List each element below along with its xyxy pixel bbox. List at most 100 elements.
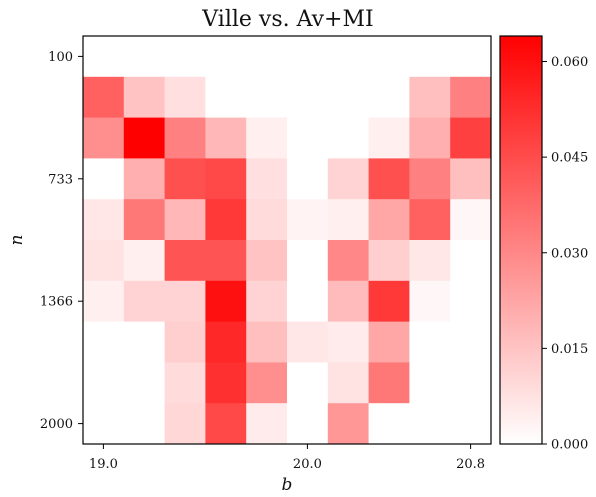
heatmap-cell — [164, 321, 206, 363]
heatmap-cell — [246, 76, 288, 119]
heatmap-cell — [450, 76, 492, 119]
heatmap-cell — [450, 240, 492, 282]
heatmap-cell — [409, 36, 451, 78]
y-tick-label: 2000 — [40, 417, 73, 432]
heatmap-cell — [205, 117, 247, 159]
heatmap-cell — [164, 280, 206, 323]
heatmap-cell — [409, 240, 451, 282]
heatmap-cell — [368, 76, 410, 119]
heatmap-cell — [205, 240, 247, 282]
heatmap-cell — [409, 76, 451, 119]
colorbar-tick-label: 0.045 — [551, 151, 588, 166]
heatmap-cell — [450, 199, 492, 241]
heatmap-cell — [123, 36, 166, 78]
heatmap-cell — [287, 362, 329, 404]
heatmap-cell — [123, 362, 166, 404]
heatmap-cell — [409, 117, 451, 159]
heatmap-cell — [123, 117, 166, 159]
y-tick-label: 1366 — [40, 295, 73, 310]
heatmap-cell — [368, 36, 410, 78]
chart-title: Ville vs. Av+MI — [201, 7, 373, 32]
heatmap-cell — [83, 158, 125, 200]
heatmap-cell — [368, 117, 410, 159]
heatmap-cell — [327, 362, 370, 404]
heatmap-cell — [450, 158, 492, 200]
heatmap-cell — [450, 321, 492, 363]
heatmap-cell — [246, 199, 288, 241]
heatmap-cell — [123, 199, 166, 241]
heatmap-cell — [327, 403, 370, 445]
heatmap-cells — [83, 36, 492, 445]
heatmap-cell — [450, 36, 492, 78]
heatmap-cell — [205, 76, 247, 119]
heatmap-cell — [409, 199, 451, 241]
colorbar-tick-label: 0.060 — [551, 55, 588, 70]
heatmap-cell — [164, 403, 206, 445]
heatmap-cell — [409, 321, 451, 363]
heatmap-cell — [287, 321, 329, 363]
y-axis: 100 733 1366 2000 — [40, 50, 83, 432]
heatmap-cell — [327, 321, 370, 363]
x-axis: 19.0 20.0 20.8 — [89, 444, 485, 472]
heatmap-cell — [327, 76, 370, 119]
heatmap-cell — [246, 36, 288, 78]
heatmap-cell — [450, 362, 492, 404]
heatmap-cell — [287, 36, 329, 78]
heatmap-cell — [246, 117, 288, 159]
colorbar-tick-label: 0.030 — [551, 246, 588, 261]
heatmap-cell — [287, 240, 329, 282]
heatmap-cell — [83, 403, 125, 445]
heatmap-cell — [246, 403, 288, 445]
heatmap-cell — [164, 36, 206, 78]
heatmap-cell — [409, 280, 451, 323]
heatmap-cell — [287, 158, 329, 200]
heatmap-cell — [123, 76, 166, 119]
heatmap-cell — [123, 321, 166, 363]
heatmap-cell — [327, 158, 370, 200]
heatmap-cell — [123, 240, 166, 282]
heatmap-cell — [83, 321, 125, 363]
heatmap-cell — [205, 321, 247, 363]
x-axis-label: b — [282, 475, 293, 495]
heatmap-cell — [246, 362, 288, 404]
heatmap-cell — [83, 362, 125, 404]
heatmap-cell — [246, 158, 288, 200]
x-tick-label: 20.8 — [456, 457, 485, 472]
colorbar — [499, 35, 543, 445]
heatmap-cell — [368, 158, 410, 200]
heatmap-cell — [368, 321, 410, 363]
heatmap-cell — [287, 117, 329, 159]
heatmap-cell — [327, 199, 370, 241]
heatmap-cell — [450, 280, 492, 323]
y-tick-label: 100 — [48, 50, 73, 65]
heatmap-cell — [246, 321, 288, 363]
colorbar-tick-label: 0.015 — [551, 342, 588, 357]
heatmap-cell — [205, 199, 247, 241]
heatmap-cell — [450, 403, 492, 445]
heatmap-cell — [83, 76, 125, 119]
heatmap-cell — [287, 199, 329, 241]
heatmap-cell — [83, 240, 125, 282]
heatmap-cell — [450, 117, 492, 159]
heatmap-cell — [409, 362, 451, 404]
heatmap-cell — [164, 240, 206, 282]
y-axis-label: n — [7, 235, 27, 246]
heatmap-cell — [123, 280, 166, 323]
heatmap-cell — [246, 280, 288, 323]
x-tick-label: 19.0 — [89, 457, 118, 472]
heatmap-cell — [164, 158, 206, 200]
heatmap-cell — [205, 158, 247, 200]
heatmap-cell — [205, 280, 247, 323]
colorbar-axis: 0.000 0.015 0.030 0.045 0.060 — [542, 55, 588, 453]
heatmap-cell — [368, 280, 410, 323]
heatmap-cell — [164, 199, 206, 241]
colorbar-tick-label: 0.000 — [551, 438, 588, 453]
heatmap-cell — [368, 403, 410, 445]
y-tick-label: 733 — [48, 172, 73, 187]
heatmap-cell — [83, 117, 125, 159]
heatmap-cell — [368, 362, 410, 404]
heatmap-cell — [164, 362, 206, 404]
heatmap-cell — [287, 76, 329, 119]
heatmap-cell — [327, 36, 370, 78]
